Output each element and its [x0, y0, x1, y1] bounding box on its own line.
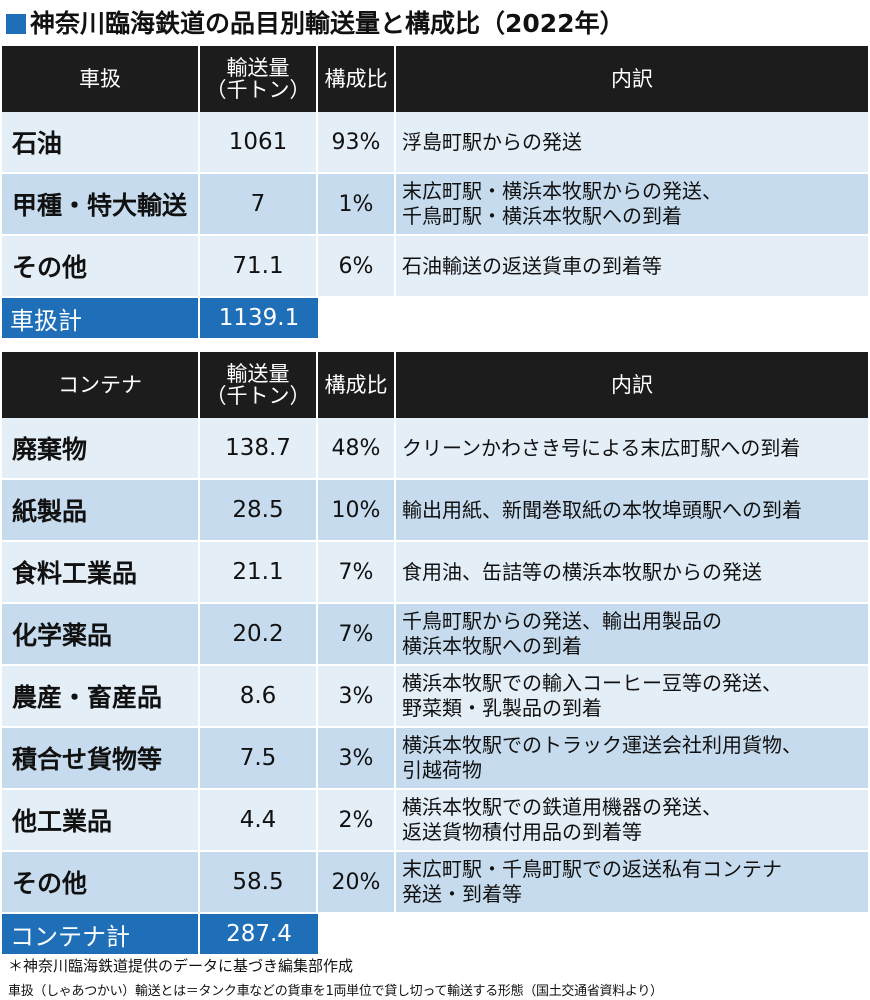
cell-ratio: 10%: [318, 480, 396, 540]
cell-ratio: 6%: [318, 236, 396, 296]
cell-volume: 1061: [200, 112, 318, 172]
square-bullet-icon: [6, 14, 26, 34]
cell-volume: 71.1: [200, 236, 318, 296]
cell-ratio: 20%: [318, 852, 396, 912]
header-ratio: 構成比: [318, 46, 396, 112]
title-text: 神奈川臨海鉄道の品目別輸送量と構成比（2022年）: [30, 9, 625, 38]
table-row: 廃棄物 138.7 48% クリーンかわさき号による末広町駅への到着: [2, 418, 868, 480]
table-header: コンテナ 輸送量 （千トン） 構成比 内訳: [2, 352, 868, 418]
table-row: 他工業品 4.4 2% 横浜本牧駅での鉄道用機器の発送、 返送貨物積付用品の到着等: [2, 790, 868, 852]
cell-detail: 末広町駅・横浜本牧駅からの発送、 千鳥町駅・横浜本牧駅への到着: [402, 179, 722, 228]
table-row: 食料工業品 21.1 7% 食用油、缶詰等の横浜本牧駅からの発送: [2, 542, 868, 604]
header-volume: 輸送量 （千トン）: [200, 352, 318, 418]
table-shaatsukai: 車扱 輸送量 （千トン） 構成比 内訳 石油 1061 93% 浮島町駅からの発送 甲種…: [2, 46, 868, 338]
cell-ratio: 7%: [318, 604, 396, 664]
cell-ratio: 93%: [318, 112, 396, 172]
total-row: 車扱計 1139.1: [2, 298, 868, 338]
table-row: 化学薬品 20.2 7% 千鳥町駅からの発送、輸出用製品の 横浜本牧駅への到着: [2, 604, 868, 666]
total-label: コンテナ計: [2, 914, 200, 954]
cell-detail: 浮島町駅からの発送: [402, 129, 582, 154]
cell-item: 積合せ貨物等: [2, 728, 200, 788]
cell-volume: 8.6: [200, 666, 318, 726]
cell-ratio: 7%: [318, 542, 396, 602]
table-row: 甲種・特大輸送 7 1% 末広町駅・横浜本牧駅からの発送、 千鳥町駅・横浜本牧駅への到…: [2, 174, 868, 236]
cell-volume: 7.5: [200, 728, 318, 788]
cell-ratio: 3%: [318, 666, 396, 726]
cell-detail: クリーンかわさき号による末広町駅への到着: [402, 435, 801, 460]
cell-detail: 輸出用紙、新聞巻取紙の本牧埠頭駅への到着: [402, 497, 802, 522]
cell-volume: 138.7: [200, 418, 318, 478]
cell-volume: 21.1: [200, 542, 318, 602]
cell-item: 廃棄物: [2, 418, 200, 478]
header-item: コンテナ: [2, 352, 200, 418]
cell-detail: 横浜本牧駅での鉄道用機器の発送、 返送貨物積付用品の到着等: [402, 795, 722, 844]
total-value: 287.4: [200, 914, 318, 954]
table-row: その他 71.1 6% 石油輸送の返送貨車の到着等: [2, 236, 868, 298]
cell-detail: 横浜本牧駅でのトラック運送会社利用貨物、 引越荷物: [402, 733, 802, 782]
cell-volume: 58.5: [200, 852, 318, 912]
header-detail: 内訳: [611, 67, 653, 91]
cell-item: 甲種・特大輸送: [2, 174, 200, 234]
cell-item: 石油: [2, 112, 200, 172]
cell-volume: 4.4: [200, 790, 318, 850]
header-item: 車扱: [2, 46, 200, 112]
cell-item: その他: [2, 852, 200, 912]
header-detail: 内訳: [611, 373, 653, 397]
header-ratio: 構成比: [318, 352, 396, 418]
cell-item: 紙製品: [2, 480, 200, 540]
cell-ratio: 2%: [318, 790, 396, 850]
cell-volume: 20.2: [200, 604, 318, 664]
cell-volume: 28.5: [200, 480, 318, 540]
cell-item: 食料工業品: [2, 542, 200, 602]
cell-ratio: 48%: [318, 418, 396, 478]
table-body: 石油 1061 93% 浮島町駅からの発送 甲種・特大輸送 7 1% 末広町駅・横浜本牧駅から…: [2, 112, 868, 298]
cell-volume: 7: [200, 174, 318, 234]
cell-item: 他工業品: [2, 790, 200, 850]
total-label: 車扱計: [2, 298, 200, 338]
table-body: 廃棄物 138.7 48% クリーンかわさき号による末広町駅への到着 紙製品 28.5 10…: [2, 418, 868, 914]
table-container: コンテナ 輸送量 （千トン） 構成比 内訳 廃棄物 138.7 48% クリーンかわさ…: [2, 352, 868, 954]
cell-detail: 食用油、缶詰等の横浜本牧駅からの発送: [402, 559, 762, 584]
cell-detail: 石油輸送の返送貨車の到着等: [402, 253, 662, 278]
cell-item: 農産・畜産品: [2, 666, 200, 726]
cell-item: その他: [2, 236, 200, 296]
table-row: 紙製品 28.5 10% 輸出用紙、新聞巻取紙の本牧埠頭駅への到着: [2, 480, 868, 542]
cell-detail: 末広町駅・千鳥町駅での返送私有コンテナ 発送・到着等: [402, 857, 782, 906]
table-row: 石油 1061 93% 浮島町駅からの発送: [2, 112, 868, 174]
total-value: 1139.1: [200, 298, 318, 338]
page-title: 神奈川臨海鉄道の品目別輸送量と構成比（2022年）: [6, 4, 625, 44]
source-note: ＊神奈川臨海鉄道提供のデータに基づき編集部作成: [8, 957, 354, 975]
cell-detail: 千鳥町駅からの発送、輸出用製品の 横浜本牧駅への到着: [402, 609, 722, 658]
header-volume: 輸送量 （千トン）: [200, 46, 318, 112]
total-row: コンテナ計 287.4: [2, 914, 868, 954]
table-header: 車扱 輸送量 （千トン） 構成比 内訳: [2, 46, 868, 112]
table-row: その他 58.5 20% 末広町駅・千鳥町駅での返送私有コンテナ 発送・到着等: [2, 852, 868, 914]
cell-detail: 横浜本牧駅での輸入コーヒー豆等の発送、 野菜類・乳製品の到着: [402, 671, 782, 720]
table-row: 積合せ貨物等 7.5 3% 横浜本牧駅でのトラック運送会社利用貨物、 引越荷物: [2, 728, 868, 790]
table-row: 農産・畜産品 8.6 3% 横浜本牧駅での輸入コーヒー豆等の発送、 野菜類・乳製品の到…: [2, 666, 868, 728]
cell-ratio: 1%: [318, 174, 396, 234]
cell-item: 化学薬品: [2, 604, 200, 664]
cell-ratio: 3%: [318, 728, 396, 788]
definition-note: 車扱（しゃあつかい）輸送とは＝タンク車などの貨車を1両単位で貸し切って輸送する形…: [8, 984, 663, 999]
